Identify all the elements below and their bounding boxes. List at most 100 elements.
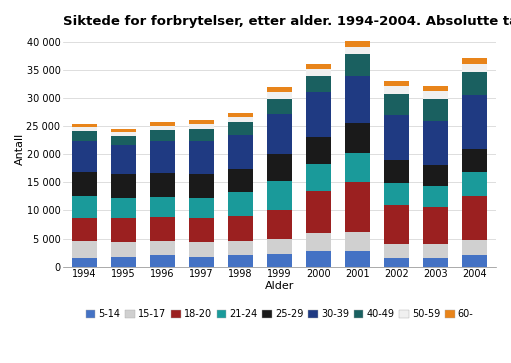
- Bar: [111, 198, 136, 218]
- Bar: [72, 127, 97, 131]
- Bar: [423, 86, 448, 91]
- Bar: [228, 256, 253, 267]
- Bar: [189, 242, 214, 257]
- Bar: [306, 93, 331, 137]
- Bar: [111, 242, 136, 257]
- Bar: [111, 136, 136, 145]
- Bar: [384, 94, 409, 115]
- Bar: [345, 47, 370, 54]
- Bar: [384, 205, 409, 244]
- Bar: [72, 172, 97, 196]
- Bar: [384, 86, 409, 94]
- Bar: [72, 141, 97, 172]
- Bar: [189, 257, 214, 267]
- Bar: [189, 218, 214, 242]
- Bar: [306, 252, 331, 267]
- Legend: 5-14, 15-17, 18-20, 21-24, 25-29, 30-39, 40-49, 50-59, 60-: 5-14, 15-17, 18-20, 21-24, 25-29, 30-39,…: [86, 309, 473, 319]
- Bar: [150, 173, 175, 197]
- Bar: [345, 76, 370, 123]
- Bar: [267, 114, 292, 154]
- Bar: [462, 240, 487, 256]
- Bar: [384, 183, 409, 205]
- Bar: [384, 244, 409, 258]
- Bar: [267, 154, 292, 181]
- Bar: [267, 254, 292, 267]
- Bar: [189, 121, 214, 125]
- Bar: [306, 69, 331, 76]
- Bar: [462, 148, 487, 172]
- Bar: [423, 244, 448, 258]
- Bar: [189, 198, 214, 218]
- Bar: [345, 182, 370, 232]
- Bar: [228, 117, 253, 122]
- Bar: [423, 121, 448, 165]
- Bar: [228, 192, 253, 216]
- Bar: [189, 174, 214, 198]
- Bar: [423, 91, 448, 99]
- Bar: [189, 130, 214, 141]
- Bar: [228, 216, 253, 241]
- Bar: [72, 196, 97, 218]
- Bar: [462, 58, 487, 64]
- Bar: [345, 123, 370, 152]
- Bar: [111, 175, 136, 198]
- Bar: [150, 197, 175, 217]
- Bar: [306, 191, 331, 233]
- Text: Siktede for forbrytelser, etter alder. 1994-2004. Absolutte tall: Siktede for forbrytelser, etter alder. 1…: [63, 15, 511, 28]
- Bar: [423, 165, 448, 186]
- Bar: [111, 132, 136, 136]
- Bar: [267, 99, 292, 114]
- Bar: [345, 252, 370, 267]
- Bar: [150, 122, 175, 126]
- Bar: [423, 99, 448, 121]
- Bar: [228, 122, 253, 135]
- Bar: [72, 125, 97, 127]
- Bar: [150, 217, 175, 241]
- Bar: [423, 186, 448, 207]
- Bar: [462, 172, 487, 196]
- Bar: [189, 125, 214, 130]
- Bar: [111, 145, 136, 175]
- Bar: [267, 238, 292, 254]
- Bar: [345, 232, 370, 252]
- Bar: [150, 130, 175, 141]
- Bar: [189, 141, 214, 174]
- Bar: [306, 76, 331, 93]
- Bar: [72, 131, 97, 141]
- Bar: [345, 152, 370, 182]
- Bar: [306, 137, 331, 164]
- Y-axis label: Antall: Antall: [15, 132, 25, 165]
- Bar: [267, 181, 292, 211]
- Bar: [72, 218, 97, 241]
- Bar: [384, 258, 409, 267]
- Bar: [462, 95, 487, 148]
- Bar: [306, 164, 331, 191]
- Bar: [72, 241, 97, 258]
- Bar: [306, 64, 331, 69]
- Bar: [228, 241, 253, 256]
- Bar: [462, 196, 487, 240]
- Bar: [423, 258, 448, 267]
- Bar: [462, 64, 487, 72]
- Bar: [384, 160, 409, 183]
- Bar: [150, 141, 175, 173]
- Bar: [462, 256, 487, 267]
- Bar: [384, 81, 409, 86]
- Bar: [111, 257, 136, 267]
- Bar: [228, 169, 253, 192]
- Bar: [228, 135, 253, 169]
- Bar: [150, 241, 175, 256]
- Bar: [384, 115, 409, 160]
- Bar: [111, 129, 136, 132]
- Bar: [267, 93, 292, 99]
- Bar: [267, 87, 292, 93]
- Bar: [462, 72, 487, 95]
- Bar: [111, 218, 136, 242]
- X-axis label: Alder: Alder: [265, 281, 294, 291]
- Bar: [267, 211, 292, 238]
- Bar: [423, 207, 448, 244]
- Bar: [345, 41, 370, 47]
- Bar: [150, 126, 175, 130]
- Bar: [306, 233, 331, 252]
- Bar: [72, 258, 97, 267]
